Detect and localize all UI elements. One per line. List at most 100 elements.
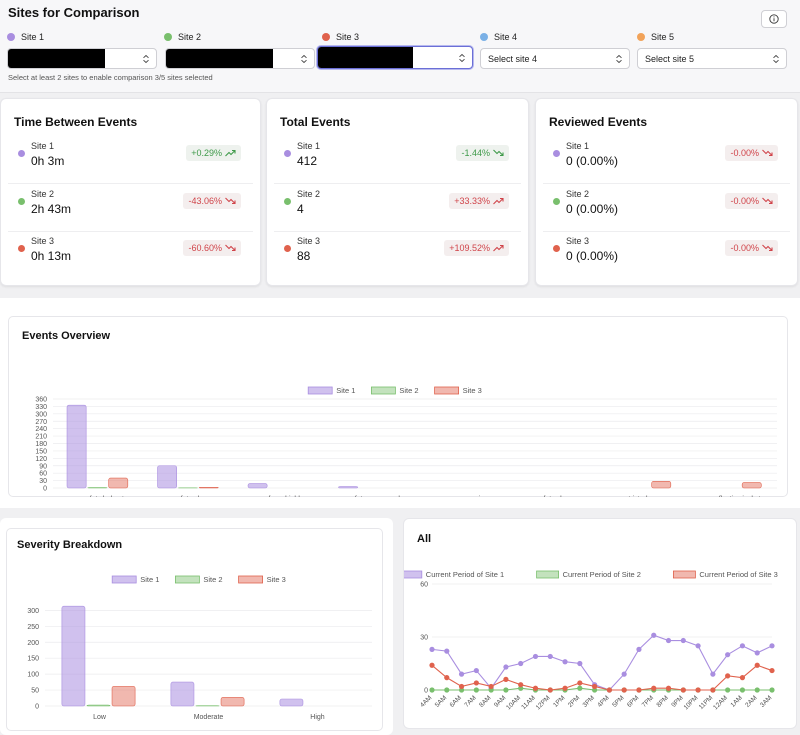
y-tick-label: 300: [35, 411, 47, 418]
site-dot: [18, 197, 25, 205]
legend-label: Site 1: [140, 575, 159, 584]
data-point: [665, 685, 672, 691]
site-1-select[interactable]: [7, 48, 157, 69]
data-point: [444, 675, 450, 681]
data-point: [769, 643, 775, 649]
x-tick-label: 6AM: [449, 694, 463, 708]
site-5-dot: [637, 33, 645, 41]
y-tick-label: 300: [27, 608, 39, 615]
legend-swatch: [404, 570, 423, 579]
data-point: [458, 683, 465, 690]
data-point: [680, 637, 686, 644]
site-4-select[interactable]: Select site 4: [480, 48, 630, 69]
x-tick-label: no safety shoes: [526, 496, 576, 497]
site-4-column: Site 4: [480, 31, 517, 43]
change-value: -0.00%: [730, 195, 759, 206]
bar-no-safety-gloves-Site-1: [157, 465, 177, 489]
data-point: [769, 687, 775, 693]
change-badge: +0.29%: [186, 145, 241, 161]
legend-swatch: [536, 570, 560, 579]
x-tick-label: person-near-miss: [433, 496, 488, 497]
data-point: [621, 671, 627, 677]
x-tick-label: 3AM: [759, 694, 773, 708]
stat-card-title: Reviewed Events: [549, 115, 648, 129]
bar-no-faceshield-Site-1: [247, 483, 268, 489]
legend-swatch: [174, 575, 200, 584]
data-point: [473, 687, 479, 693]
legend-label: Current Period of Site 3: [699, 570, 777, 579]
y-tick-label: 150: [27, 656, 39, 663]
x-tick-label: restricted-area: [619, 496, 664, 497]
bar-Moderate-Site-3: [220, 697, 245, 707]
stat-site-label: Site 3: [31, 236, 55, 246]
stat-row: Site 3 88 +109.52%: [274, 232, 521, 279]
stat-value: 0h 3m: [31, 154, 65, 168]
x-tick-label: 4AM: [419, 694, 433, 708]
data-point: [710, 671, 716, 677]
data-point: [532, 685, 539, 691]
y-tick-label: 60: [39, 471, 47, 478]
data-point: [429, 662, 435, 668]
data-point: [562, 685, 568, 691]
x-tick-label: 7PM: [641, 694, 655, 708]
data-point: [577, 680, 583, 686]
data-point: [665, 637, 672, 644]
page-title: Sites for Comparison: [8, 5, 140, 20]
bar-Low-Site-1: [61, 605, 86, 707]
y-tick-label: 180: [35, 441, 47, 448]
change-badge: -0.00%: [725, 145, 778, 161]
bar-no-safety-helmet-Site-3: [108, 477, 129, 489]
x-tick-label: 10PM: [683, 694, 700, 711]
data-point: [725, 687, 731, 693]
stat-card-title: Time Between Events: [14, 115, 138, 129]
change-value: -0.00%: [730, 148, 759, 158]
stat-site-label: Site 3: [566, 236, 590, 246]
site-dot: [553, 197, 560, 205]
stat-row: Site 1 412 -1.44%: [274, 137, 521, 184]
legend-swatch: [307, 386, 333, 395]
bar-no-safety-gloves-Site-3: [198, 486, 219, 489]
trend-down-icon: [225, 197, 236, 204]
info-button[interactable]: [761, 10, 787, 28]
site-dot: [284, 245, 291, 252]
stat-site-label: Site 1: [297, 141, 321, 151]
change-value: -43.06%: [188, 195, 222, 206]
legend-label: Site 2: [203, 575, 222, 584]
data-point: [547, 687, 553, 693]
x-tick-label: 2PM: [567, 694, 581, 708]
data-point: [473, 667, 479, 674]
trend-down-icon: [762, 149, 773, 157]
redacted-value: [8, 49, 105, 68]
x-tick-label: 1AM: [729, 694, 743, 708]
y-tick-label: 270: [35, 419, 47, 426]
all-line-chart: Current Period of Site 1 Current Period o…: [404, 570, 778, 711]
stat-value: 0 (0.00%): [566, 249, 619, 263]
data-point: [754, 650, 760, 656]
x-tick-label: 7AM: [463, 694, 477, 708]
stat-row: Site 1 0 (0.00%) -0.00%: [543, 137, 790, 184]
legend-swatch: [370, 386, 396, 395]
x-tick-label: 1PM: [552, 694, 566, 708]
data-point: [710, 687, 716, 693]
site-1-label: Site 1: [21, 32, 45, 42]
bar-Moderate-Site-1: [170, 681, 195, 707]
data-point: [532, 653, 539, 660]
stat-row: Site 3 0h 13m -60.60%: [8, 232, 253, 279]
site-2-select[interactable]: [165, 48, 315, 69]
x-tick-label: no safety nose mask: [338, 496, 403, 497]
data-point: [769, 667, 775, 674]
x-tick-label: no reflective jacket: [703, 496, 761, 497]
stat-row: Site 1 0h 3m +0.29%: [8, 137, 253, 184]
x-tick-label: 8AM: [478, 694, 492, 708]
y-tick-label: 50: [31, 688, 39, 695]
data-point: [680, 687, 686, 693]
site-selector-panel: Sites for Comparison Site 1 Site 2 Site …: [0, 0, 800, 93]
events-overview-title: Events Overview: [22, 330, 111, 342]
site-3-select[interactable]: [317, 46, 473, 69]
site-5-select[interactable]: Select site 5: [637, 48, 787, 69]
x-tick-label: 6PM: [626, 694, 640, 708]
change-badge: +109.52%: [444, 240, 509, 256]
change-badge: -60.60%: [183, 240, 241, 256]
x-tick-label: 4PM: [596, 694, 610, 708]
x-tick-label: 3PM: [582, 694, 596, 708]
